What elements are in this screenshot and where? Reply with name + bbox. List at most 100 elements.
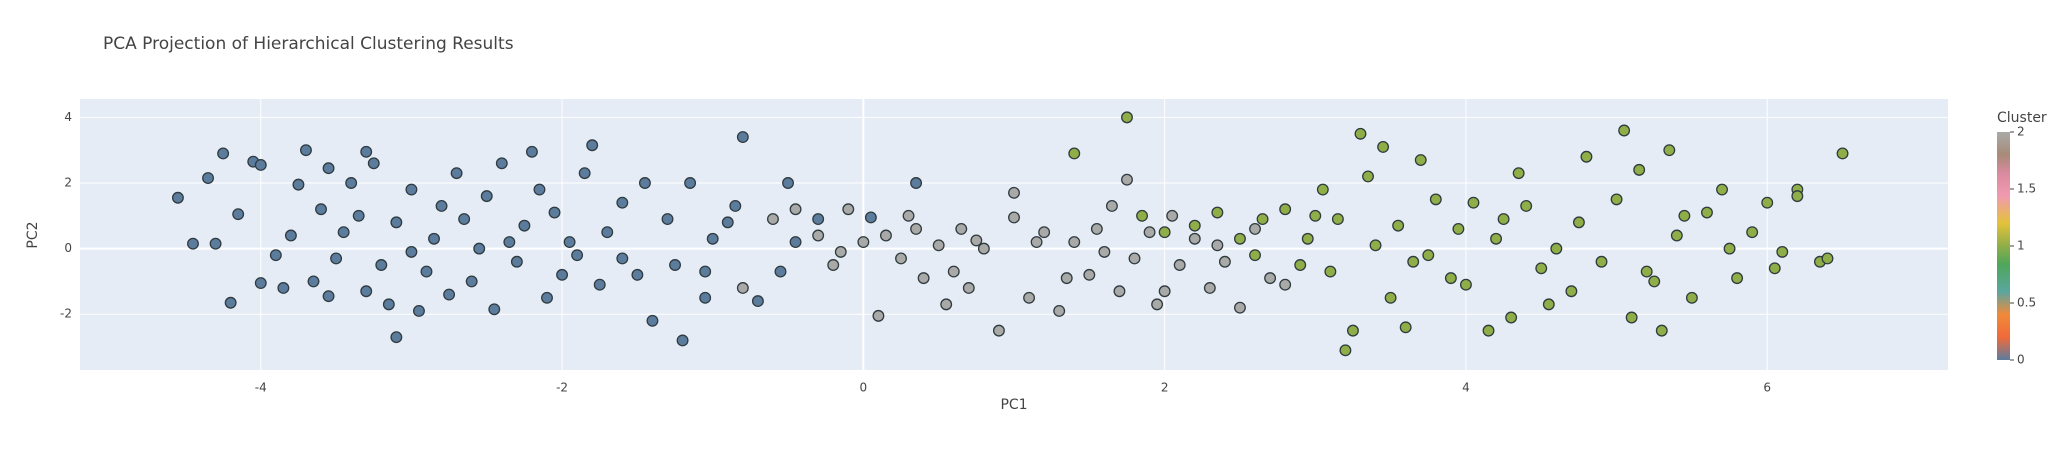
point xyxy=(827,259,840,271)
point xyxy=(751,295,764,308)
point xyxy=(1008,186,1020,199)
point xyxy=(1685,291,1698,304)
point xyxy=(1151,298,1164,311)
point xyxy=(533,183,546,196)
point xyxy=(1565,285,1578,298)
point xyxy=(767,213,779,226)
point xyxy=(1023,291,1036,304)
point xyxy=(1188,219,1201,232)
point xyxy=(895,252,907,265)
point xyxy=(1053,304,1066,317)
point xyxy=(789,203,802,216)
point xyxy=(254,158,267,171)
point xyxy=(1791,190,1804,203)
point xyxy=(435,200,448,212)
point xyxy=(1309,209,1322,222)
point xyxy=(254,277,267,290)
point xyxy=(812,213,825,226)
point xyxy=(1188,232,1201,245)
point xyxy=(1083,268,1096,281)
point xyxy=(1452,222,1465,235)
point xyxy=(495,157,508,170)
point xyxy=(1384,291,1397,304)
point xyxy=(1294,259,1307,271)
point xyxy=(669,259,681,271)
point xyxy=(390,331,403,344)
point xyxy=(1580,150,1593,163)
point xyxy=(1776,245,1789,258)
point xyxy=(510,255,523,268)
point xyxy=(1264,272,1277,285)
point xyxy=(1467,196,1480,209)
point xyxy=(269,249,282,262)
point xyxy=(578,167,591,180)
point xyxy=(1008,211,1020,224)
point xyxy=(1211,239,1224,252)
point xyxy=(458,213,471,226)
point xyxy=(420,265,433,278)
point xyxy=(1392,219,1405,232)
point xyxy=(992,324,1005,337)
point xyxy=(1821,252,1834,265)
point xyxy=(1279,278,1292,291)
point xyxy=(736,131,749,144)
point xyxy=(307,275,320,288)
point xyxy=(1166,209,1179,222)
point xyxy=(360,285,373,298)
point xyxy=(1113,285,1126,298)
point xyxy=(277,282,290,294)
point xyxy=(812,229,825,242)
colorbar-tick-label: 2 xyxy=(2017,125,2025,139)
point xyxy=(405,183,418,196)
point xyxy=(676,334,689,347)
point xyxy=(661,213,674,226)
point xyxy=(1143,226,1156,239)
x-axis-title: PC1 xyxy=(1000,397,1027,413)
point xyxy=(1542,298,1555,311)
point xyxy=(932,239,945,252)
point xyxy=(413,304,425,317)
y-axis-title: PC2 xyxy=(25,221,41,248)
point xyxy=(1497,213,1510,226)
point xyxy=(857,236,870,248)
point xyxy=(1249,249,1261,262)
point xyxy=(782,177,794,189)
point xyxy=(910,177,923,189)
point xyxy=(1158,226,1171,239)
point xyxy=(450,167,463,180)
point xyxy=(977,242,990,255)
point xyxy=(1731,272,1744,285)
x-tick-label: 2 xyxy=(1161,381,1169,395)
point xyxy=(601,226,614,239)
plot-area xyxy=(80,99,1948,370)
point xyxy=(330,252,343,265)
point xyxy=(1505,311,1518,324)
point xyxy=(1347,324,1359,337)
point xyxy=(1038,226,1051,239)
point xyxy=(1234,232,1246,245)
point xyxy=(1746,226,1759,239)
point xyxy=(1399,321,1412,334)
point xyxy=(1572,216,1585,229)
point xyxy=(1339,344,1352,357)
point xyxy=(1158,285,1171,298)
point xyxy=(1256,213,1269,226)
point xyxy=(638,177,651,189)
point xyxy=(315,203,327,216)
point xyxy=(699,265,712,278)
point xyxy=(209,237,222,250)
point xyxy=(518,219,531,232)
point xyxy=(1369,239,1382,252)
point xyxy=(684,177,697,189)
point xyxy=(1279,203,1292,216)
point xyxy=(1648,275,1661,288)
y-tick-label: 0 xyxy=(64,241,72,255)
point xyxy=(646,314,659,327)
point xyxy=(1030,236,1043,248)
point xyxy=(1331,213,1344,226)
point xyxy=(563,236,576,248)
point xyxy=(940,298,953,311)
point xyxy=(382,298,395,311)
point xyxy=(571,249,584,262)
